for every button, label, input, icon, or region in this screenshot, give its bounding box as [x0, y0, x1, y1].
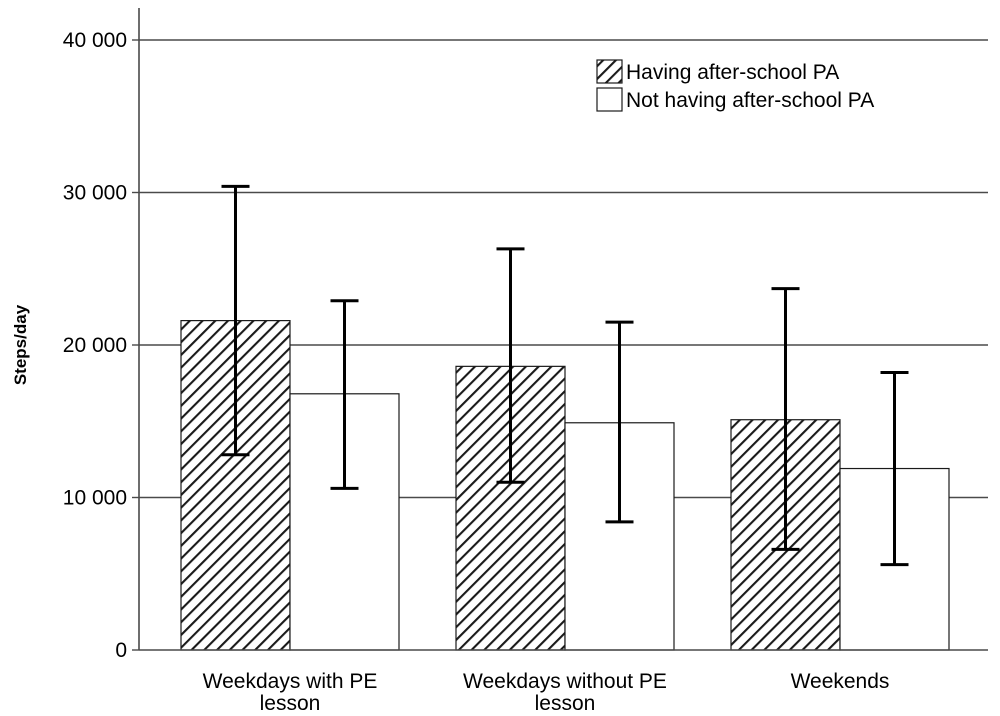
y-tick-label: 20 000: [63, 334, 127, 357]
x-tick-label: Weekdays with PE lesson: [203, 670, 378, 715]
x-tick-label: Weekdays without PE lesson: [463, 670, 667, 715]
error-bar-having-pa-0: [221, 184, 250, 457]
error-bar-having-pa-1: [496, 247, 525, 484]
legend-swatch: [596, 87, 623, 112]
x-tick-label-line: lesson: [535, 692, 596, 715]
error-bar-not-having-pa-0: [330, 299, 359, 490]
x-tick-label-line: Weekends: [791, 670, 890, 693]
legend-swatch: [596, 59, 623, 84]
bars: [180, 320, 950, 651]
legend: Having after-school PA Not having after-s…: [596, 59, 874, 112]
y-tick-label: 40 000: [63, 29, 127, 52]
legend-label: Not having after-school PA: [626, 89, 874, 112]
error-bar-having-pa-2: [771, 287, 800, 551]
y-axis-title: Steps/day: [11, 304, 30, 385]
error-bar-not-having-pa-1: [605, 320, 634, 524]
x-tick-label-line: Weekdays without PE: [463, 670, 667, 693]
y-tick-label: 30 000: [63, 182, 127, 205]
legend-item-having-pa: Having after-school PA: [596, 59, 839, 84]
legend-label: Having after-school PA: [626, 61, 839, 84]
x-tick-label-line: Weekdays with PE: [203, 670, 378, 693]
x-tick-label: Weekends: [791, 670, 890, 693]
y-tick-label: 10 000: [63, 487, 127, 510]
error-bar-not-having-pa-2: [880, 370, 909, 567]
y-tick-label: 0: [115, 639, 127, 662]
legend-item-not-having-pa: Not having after-school PA: [596, 87, 874, 112]
error-bars: [221, 184, 909, 567]
x-tick-label-line: lesson: [260, 692, 321, 715]
